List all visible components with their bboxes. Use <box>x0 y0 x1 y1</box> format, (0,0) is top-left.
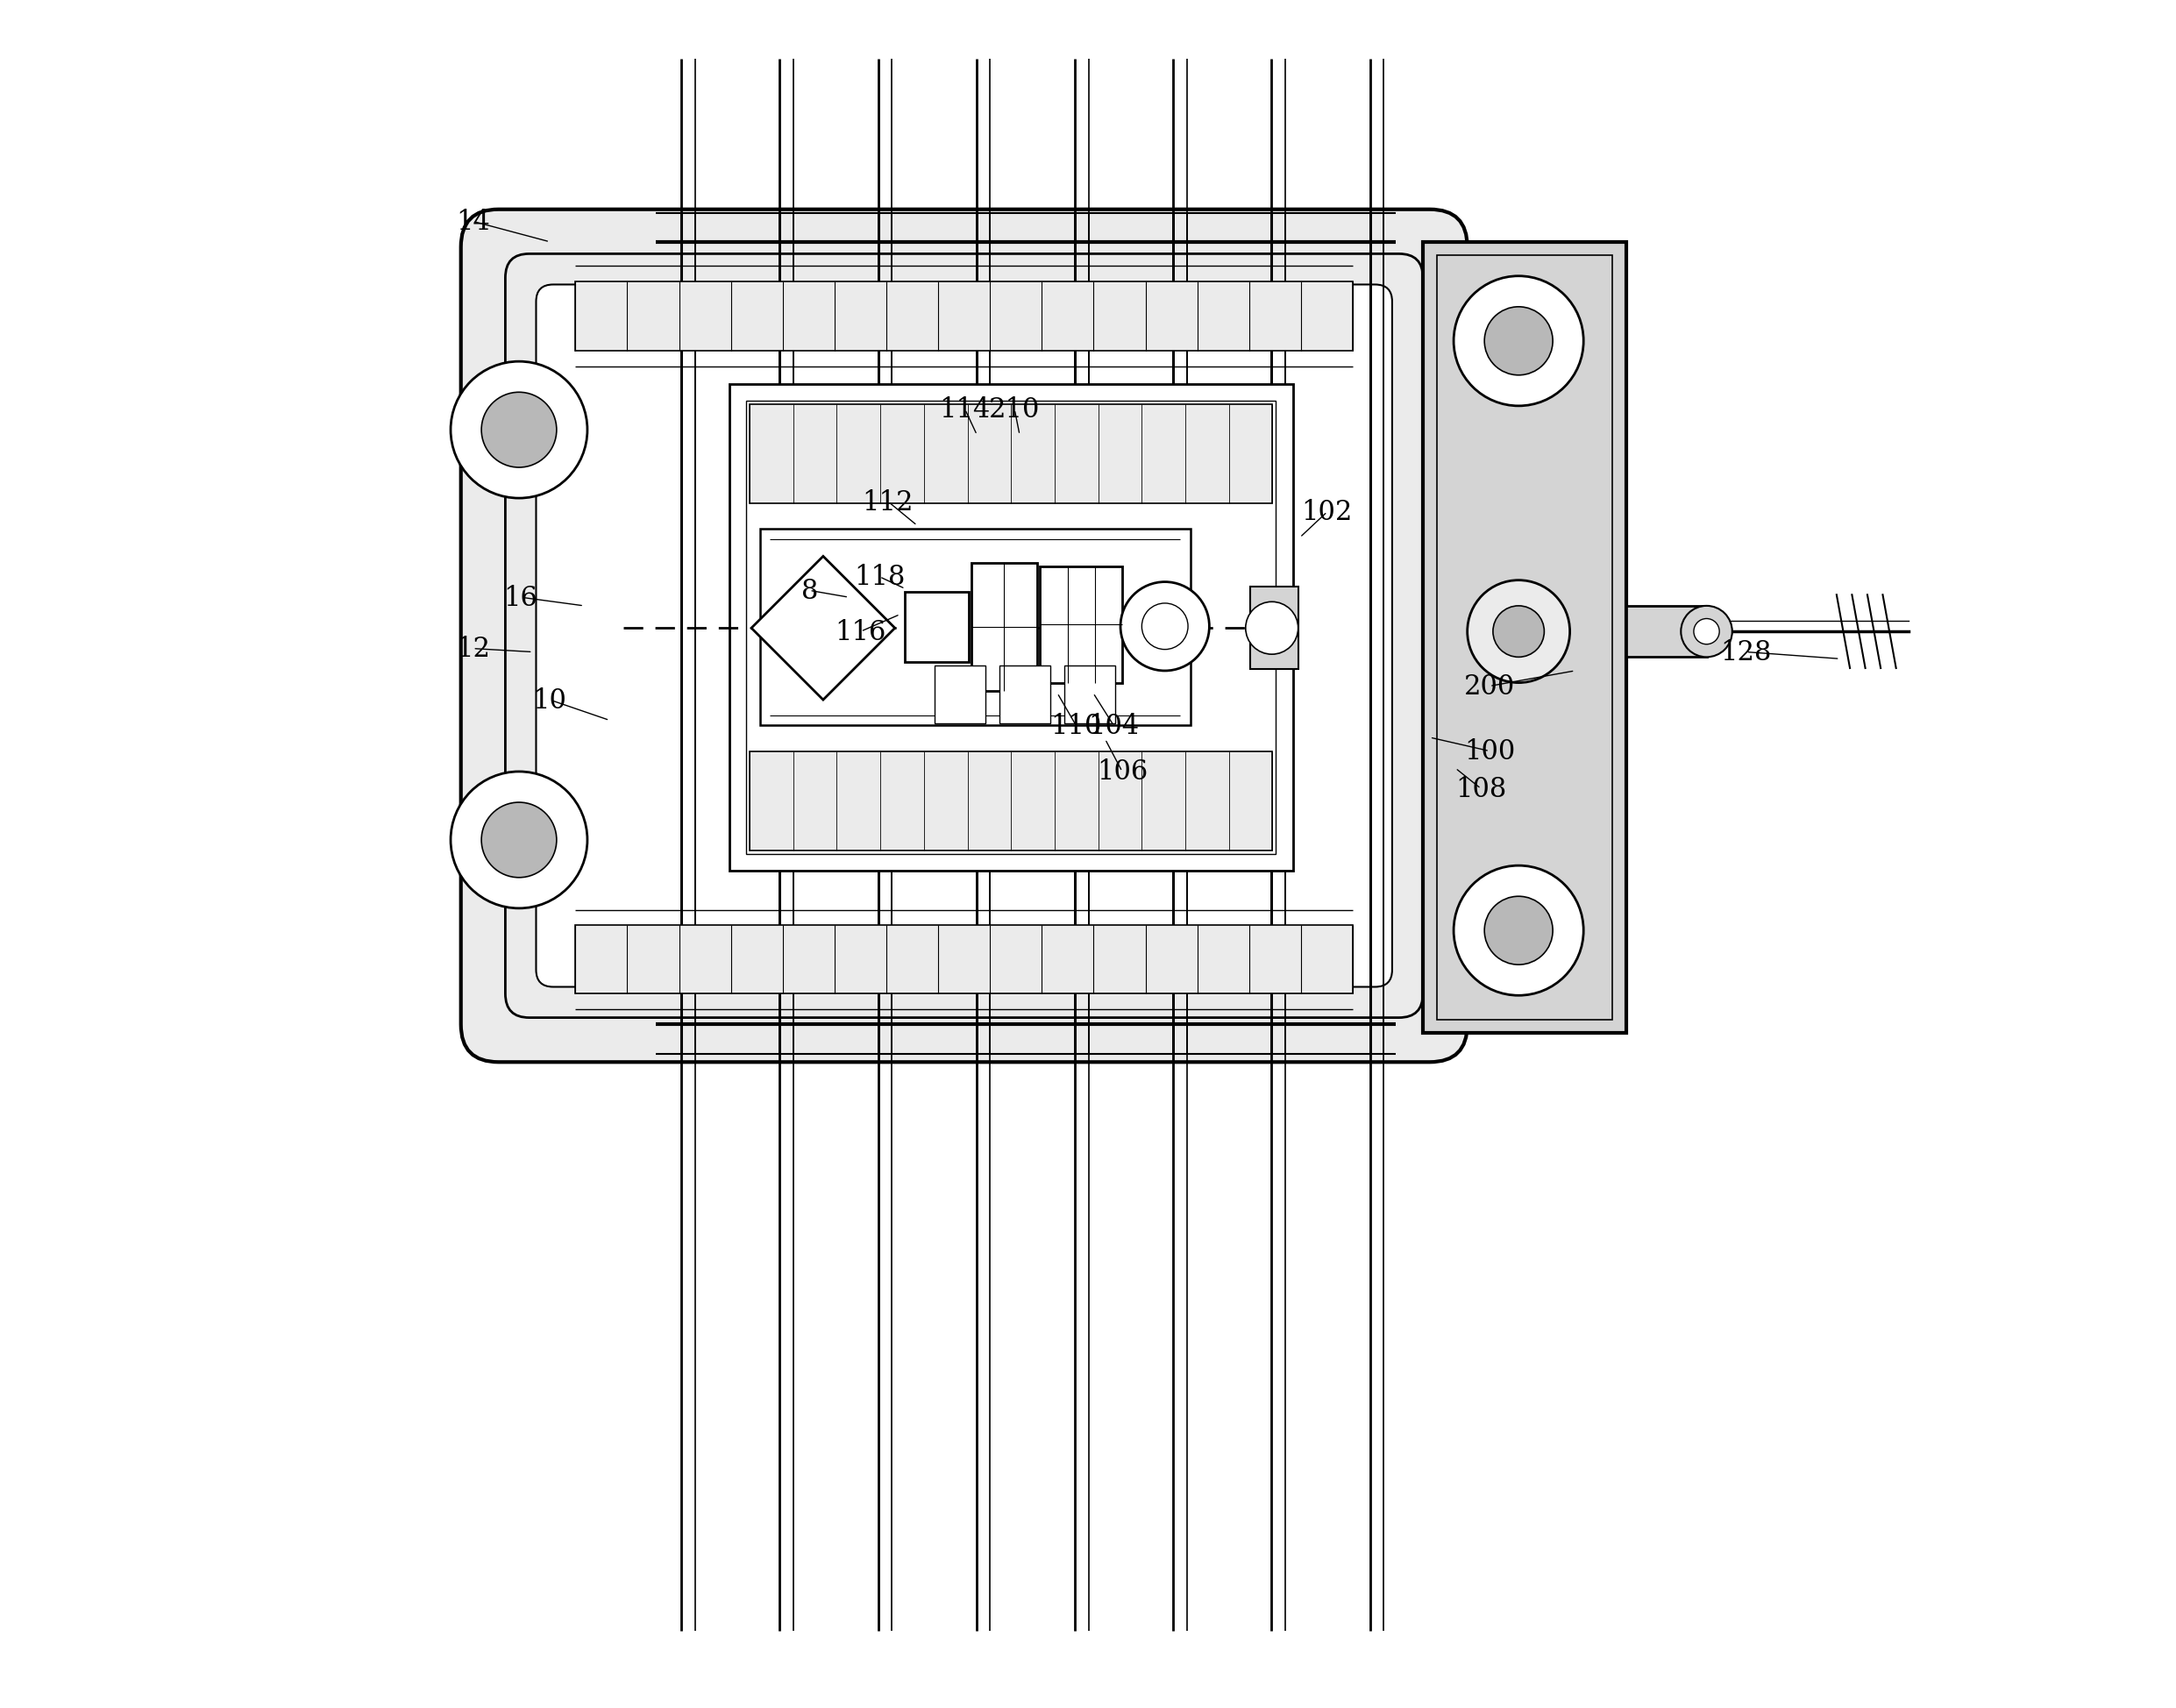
FancyBboxPatch shape <box>461 210 1467 1062</box>
Text: 210: 210 <box>988 396 1040 424</box>
Circle shape <box>481 393 557 468</box>
Text: 12: 12 <box>455 635 490 663</box>
FancyBboxPatch shape <box>505 254 1423 1018</box>
Polygon shape <box>999 666 1051 724</box>
Circle shape <box>1680 606 1732 658</box>
Polygon shape <box>934 666 986 724</box>
Polygon shape <box>1040 567 1123 683</box>
Circle shape <box>450 362 588 499</box>
Circle shape <box>1467 581 1569 683</box>
Text: 108: 108 <box>1456 775 1506 803</box>
Text: 110: 110 <box>1051 712 1101 740</box>
Circle shape <box>1693 620 1719 646</box>
Polygon shape <box>1251 588 1299 670</box>
Polygon shape <box>574 282 1353 352</box>
Polygon shape <box>751 752 1273 851</box>
Circle shape <box>450 772 588 909</box>
Text: 116: 116 <box>836 618 886 646</box>
Text: 128: 128 <box>1721 639 1771 666</box>
Text: 200: 200 <box>1464 673 1514 700</box>
Polygon shape <box>751 405 1273 504</box>
Text: 14: 14 <box>457 208 490 236</box>
Polygon shape <box>759 529 1190 726</box>
Text: 114: 114 <box>940 396 990 424</box>
Polygon shape <box>751 557 894 700</box>
Text: 118: 118 <box>853 564 905 591</box>
Polygon shape <box>1064 666 1116 724</box>
Circle shape <box>1245 603 1299 654</box>
Text: 102: 102 <box>1301 499 1353 526</box>
Circle shape <box>1142 603 1188 651</box>
Text: 8: 8 <box>801 577 818 605</box>
Circle shape <box>1493 606 1545 658</box>
Text: 106: 106 <box>1097 758 1147 786</box>
Text: 100: 100 <box>1464 738 1514 765</box>
Polygon shape <box>574 926 1353 994</box>
Circle shape <box>1484 897 1554 965</box>
Polygon shape <box>729 384 1293 871</box>
Text: 112: 112 <box>862 488 914 516</box>
Polygon shape <box>1423 243 1625 1033</box>
Circle shape <box>481 803 557 878</box>
Polygon shape <box>973 564 1036 692</box>
Circle shape <box>1454 866 1584 996</box>
FancyBboxPatch shape <box>535 285 1393 987</box>
Circle shape <box>1484 307 1554 376</box>
Text: 16: 16 <box>503 584 537 611</box>
Circle shape <box>1454 277 1584 407</box>
Text: 10: 10 <box>533 687 566 714</box>
Circle shape <box>1121 582 1210 671</box>
Text: 104: 104 <box>1088 712 1138 740</box>
Polygon shape <box>1625 606 1706 658</box>
Polygon shape <box>905 593 968 663</box>
